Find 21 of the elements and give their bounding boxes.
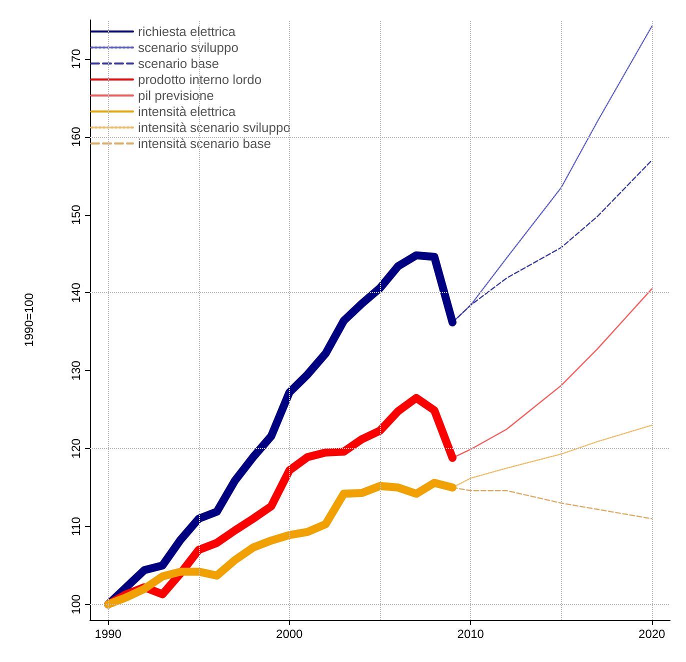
x-tick-label: 1990 bbox=[94, 627, 122, 641]
legend-label: intensità elettrica bbox=[138, 104, 236, 119]
x-tick-label: 2010 bbox=[457, 627, 484, 641]
legend-label: prodotto interno lordo bbox=[138, 72, 262, 87]
legend-label: scenario sviluppo bbox=[138, 40, 238, 55]
y-tick-label: 150 bbox=[69, 204, 83, 225]
y-tick-label: 120 bbox=[69, 438, 83, 459]
y-tick-label: 170 bbox=[69, 48, 83, 69]
legend-label: richiesta elettrica bbox=[138, 24, 236, 39]
legend-label: pil previsione bbox=[138, 88, 214, 103]
y-tick-label: 100 bbox=[69, 594, 83, 614]
y-axis-title: 1990=100 bbox=[22, 292, 36, 347]
y-tick-label: 140 bbox=[69, 282, 83, 303]
legend-label: intensità scenario sviluppo bbox=[138, 120, 290, 135]
x-tick-label: 2020 bbox=[638, 627, 666, 641]
y-tick-label: 160 bbox=[69, 126, 83, 147]
legend-label: intensità scenario base bbox=[138, 136, 271, 151]
x-tick-label: 2000 bbox=[276, 627, 304, 641]
legend-label: scenario base bbox=[138, 56, 219, 71]
y-tick-label: 130 bbox=[69, 360, 83, 381]
y-tick-label: 110 bbox=[69, 516, 83, 536]
